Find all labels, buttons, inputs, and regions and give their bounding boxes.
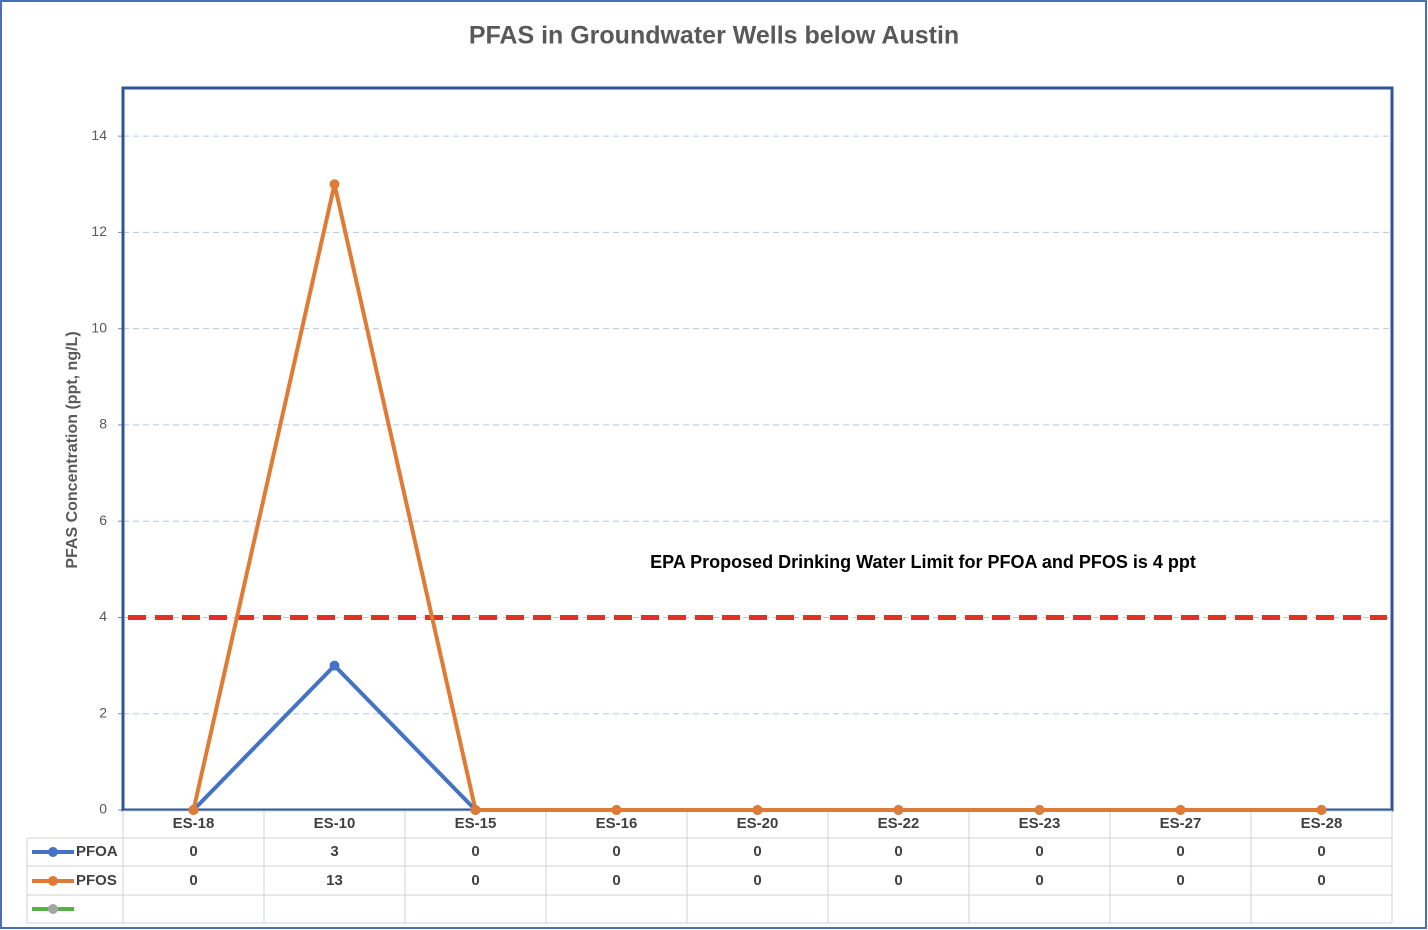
table-value: 0 [612, 843, 620, 860]
table-value: 0 [894, 843, 902, 860]
x-tick-label: ES-10 [314, 815, 356, 832]
x-tick-label: ES-27 [1160, 815, 1202, 832]
table-value: 0 [471, 843, 479, 860]
table-value: 0 [894, 872, 902, 889]
y-tick-label: 4 [99, 608, 107, 624]
table-value: 0 [1176, 843, 1184, 860]
data-point [470, 805, 481, 815]
plot-border [121, 86, 1394, 812]
data-point [893, 805, 904, 815]
table-value: 0 [1317, 843, 1325, 860]
data-point [752, 805, 763, 815]
table-value: 0 [1035, 843, 1043, 860]
table-value: 0 [1035, 872, 1043, 889]
x-tick-label: ES-16 [596, 815, 638, 832]
y-tick-label: 10 [91, 319, 107, 335]
y-tick-label: 0 [99, 801, 107, 817]
legend-label: PFOS [76, 872, 117, 889]
x-tick-label: ES-23 [1019, 815, 1061, 832]
table-value: 0 [612, 872, 620, 889]
x-tick-label: ES-28 [1301, 815, 1343, 832]
annotation: EPA Proposed Drinking Water Limit for PF… [650, 552, 1196, 572]
y-tick-label: 2 [99, 704, 107, 720]
data-point [1316, 805, 1327, 815]
legend-marker [48, 876, 58, 886]
data-point [329, 660, 340, 671]
data-point [188, 805, 199, 815]
y-tick-label: 6 [99, 512, 107, 528]
table-value: 0 [753, 843, 761, 860]
x-tick-label: ES-20 [737, 815, 779, 832]
x-tick-label: ES-22 [878, 815, 920, 832]
y-tick-label: 8 [99, 416, 107, 432]
table-value: 13 [326, 872, 343, 889]
table-value: 3 [330, 843, 338, 860]
legend-marker [48, 847, 58, 857]
legend-marker [48, 904, 58, 914]
table-value: 0 [189, 872, 197, 889]
legend-label: PFOA [76, 843, 118, 860]
x-tick-label: ES-18 [173, 815, 215, 832]
data-point [1175, 805, 1186, 815]
data-point [329, 179, 340, 190]
x-tick-label: ES-15 [455, 815, 497, 832]
table-value: 0 [189, 843, 197, 860]
data-point [611, 805, 622, 815]
y-axis-label: PFAS Concentration (ppt, ng/L) [64, 331, 81, 568]
legend-empty-series [32, 904, 74, 914]
table-value: 0 [471, 872, 479, 889]
y-tick-label: 14 [91, 127, 107, 143]
table-value: 0 [1176, 872, 1184, 889]
series-line [191, 182, 1322, 812]
table-value: 0 [753, 872, 761, 889]
chart-title: PFAS in Groundwater Wells below Austin [469, 22, 959, 50]
series-line [192, 663, 1322, 812]
y-tick-label: 12 [91, 223, 107, 239]
data-point [1034, 805, 1045, 815]
table-value: 0 [1317, 872, 1325, 889]
